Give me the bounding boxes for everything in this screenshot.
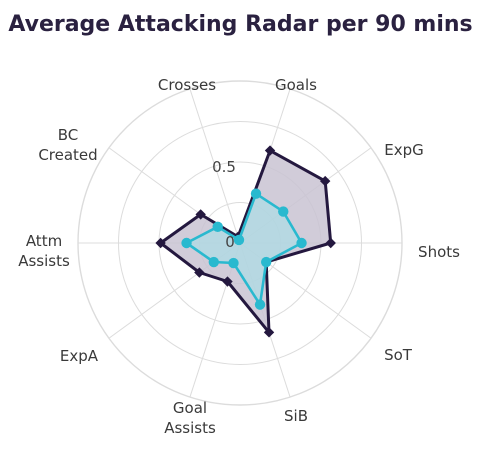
axis-label: Crosses bbox=[158, 76, 216, 94]
series-2-point bbox=[261, 256, 272, 268]
series-1-point bbox=[264, 145, 276, 156]
axis-label: Attm Assists bbox=[18, 232, 70, 270]
series-2-point bbox=[208, 256, 219, 268]
radar-labels: 0 0.5 Goals ExpG Shots SoT SiB Goal Assists ExpA A… bbox=[18, 76, 460, 437]
tick-label: 0.5 bbox=[212, 158, 236, 176]
grid-spoke bbox=[189, 88, 241, 244]
axis-label: SiB bbox=[284, 407, 308, 425]
axis-label: Goals bbox=[275, 76, 317, 94]
chart-title: Average Attacking Radar per 90 mins bbox=[8, 12, 473, 37]
axis-label: Goal Assists bbox=[164, 399, 216, 437]
axis-label: ExpA bbox=[60, 347, 99, 365]
series-2-point bbox=[233, 234, 245, 246]
tick-label: 0 bbox=[225, 233, 235, 251]
series-2-point bbox=[212, 221, 223, 233]
axis-label: BC Created bbox=[38, 126, 97, 164]
series-2-point bbox=[296, 237, 307, 249]
series-1-point bbox=[325, 237, 336, 249]
series-2-point bbox=[228, 257, 239, 269]
axis-label: SoT bbox=[384, 346, 413, 364]
axis-label: ExpG bbox=[384, 141, 424, 159]
series-1-point bbox=[195, 209, 206, 220]
series-1-point bbox=[222, 276, 233, 287]
series-2-point bbox=[254, 299, 266, 310]
series-2-point bbox=[250, 188, 262, 199]
series-1-point bbox=[263, 327, 275, 338]
series-2-point bbox=[278, 206, 289, 217]
series-1-point bbox=[194, 267, 205, 278]
series-2-point bbox=[181, 237, 192, 249]
series-1-point bbox=[319, 175, 331, 187]
series-1-point bbox=[155, 237, 166, 249]
radar-series bbox=[155, 145, 336, 338]
axis-label: Shots bbox=[418, 243, 460, 261]
